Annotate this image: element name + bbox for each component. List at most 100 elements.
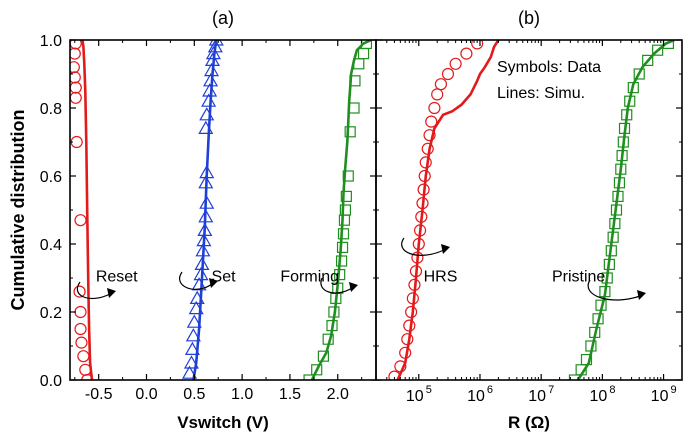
x-tick-label: 10 [589, 388, 607, 405]
forming-data-point [335, 255, 348, 267]
x-tick-label: 1.0 [231, 386, 253, 403]
reset-data-point [73, 285, 86, 298]
annotation-arrow [401, 237, 445, 256]
arrow-head [349, 282, 358, 292]
x-tick-label: 0.5 [183, 386, 205, 403]
set-data-point [182, 365, 198, 379]
pristine-data-point [618, 122, 631, 135]
hrs-data-point [416, 197, 429, 210]
reset-data-point [77, 350, 90, 363]
set-data-point [185, 328, 201, 342]
hrs-data-point [425, 115, 438, 128]
legend-line-1: Symbols: Data [497, 59, 601, 76]
set-data-point [196, 232, 212, 247]
x-tick-label: 10 [651, 388, 669, 405]
hrs-data-point [419, 156, 432, 169]
hrs-data-point [417, 183, 430, 196]
hrs-data-point [399, 346, 412, 359]
annotation-reset: Reset [96, 268, 138, 285]
set-data-point [199, 164, 215, 179]
forming-data-point [344, 126, 356, 138]
set-data-point [195, 243, 211, 257]
panel-a [70, 40, 373, 380]
hrs-data-point [412, 237, 425, 251]
set-data-point [201, 93, 217, 107]
forming-data-point [349, 75, 361, 87]
forming-data-point [322, 333, 334, 345]
hrs-data-point [460, 47, 473, 60]
panel-label-a: (a) [212, 8, 234, 28]
set-data-point [188, 300, 204, 315]
annotation-arrow [179, 271, 213, 290]
annotation-arrow [320, 277, 353, 294]
y-tick-label: 0.6 [40, 169, 62, 186]
pristine-data-point [612, 190, 624, 202]
y-tick-label: 0.2 [40, 305, 62, 322]
reset-sim-line [81, 40, 94, 380]
pristine-data-point [605, 245, 617, 257]
forming-data-point [338, 214, 351, 226]
pristine-data-point [589, 326, 601, 338]
x-tick-label: 10 [406, 388, 424, 405]
hrs-sim-line [396, 40, 500, 380]
panel-a-ticks: 0.0 0.2 0.4 0.6 0.8 1.0 -0.5 0.0 0.5 1.0 1.5 2.0 [40, 33, 376, 403]
arrow-head [209, 278, 218, 288]
pristine-data-point [601, 272, 613, 284]
forming-data-point [357, 47, 370, 60]
pristine-data-point [607, 231, 619, 243]
set-data-point [184, 341, 200, 355]
forming-data-point [342, 170, 354, 182]
pristine-data-point [609, 218, 621, 230]
pristine-data-point [603, 258, 615, 270]
annotation-arrow [76, 281, 111, 299]
reset-data-point [74, 322, 87, 336]
x-axis-label-b: R (Ω) [508, 413, 550, 432]
forming-data-point [326, 320, 338, 332]
set-data-point [186, 314, 202, 328]
forming-data-point [317, 350, 330, 362]
panel-label-b: (b) [518, 8, 540, 28]
x-tick-label: -0.5 [85, 386, 113, 403]
hrs-data-point [423, 129, 436, 142]
reset-data-point [70, 81, 82, 94]
forming-sim-line [310, 40, 372, 380]
forming-data-point [340, 190, 352, 202]
forming-data-point [348, 102, 360, 114]
arrow-head [637, 290, 646, 300]
pristine-data-point [617, 136, 629, 148]
annotations: Reset Set Forming HRS Pristine [76, 237, 646, 301]
x-tick-exponent: 8 [609, 384, 615, 396]
set-data-point [208, 40, 224, 46]
annotation-arrow [587, 279, 641, 301]
set-data-point [198, 209, 214, 223]
hrs-data-point [405, 305, 418, 319]
pristine-data-point [633, 68, 645, 80]
arrow-head [441, 244, 450, 254]
hrs-data-point [428, 101, 441, 115]
y-tick-label: 0.4 [40, 237, 62, 254]
reset-data-point [75, 336, 88, 349]
y-tick-label: 1.0 [40, 33, 62, 50]
set-data-point [199, 195, 215, 209]
pristine-data-point [652, 44, 664, 56]
x-tick-exponent: 9 [671, 384, 677, 396]
y-tick-label: 0.0 [40, 373, 62, 390]
panel-a-frame [69, 39, 377, 381]
hrs-data-point [415, 210, 428, 223]
pristine-data-point [642, 54, 654, 67]
hrs-data-point [388, 370, 401, 380]
x-tick-label: 0.0 [135, 386, 157, 403]
forming-data-point [334, 269, 346, 281]
hrs-data-point [406, 292, 419, 305]
reset-data-point [79, 363, 92, 376]
y-axis-label: Cumulative distribution [8, 109, 28, 310]
reset-data-point [70, 47, 81, 60]
forming-data-point [336, 241, 349, 253]
hrs-data-point [434, 78, 448, 91]
pristine-data-point [621, 109, 633, 121]
annotation-hrs: HRS [424, 268, 458, 285]
annotation-pristine: Pristine [552, 268, 605, 285]
reset-data-point [70, 71, 81, 84]
pristine-data-point [585, 340, 597, 352]
x-axis-label-a: Vswitch (V) [177, 413, 269, 432]
